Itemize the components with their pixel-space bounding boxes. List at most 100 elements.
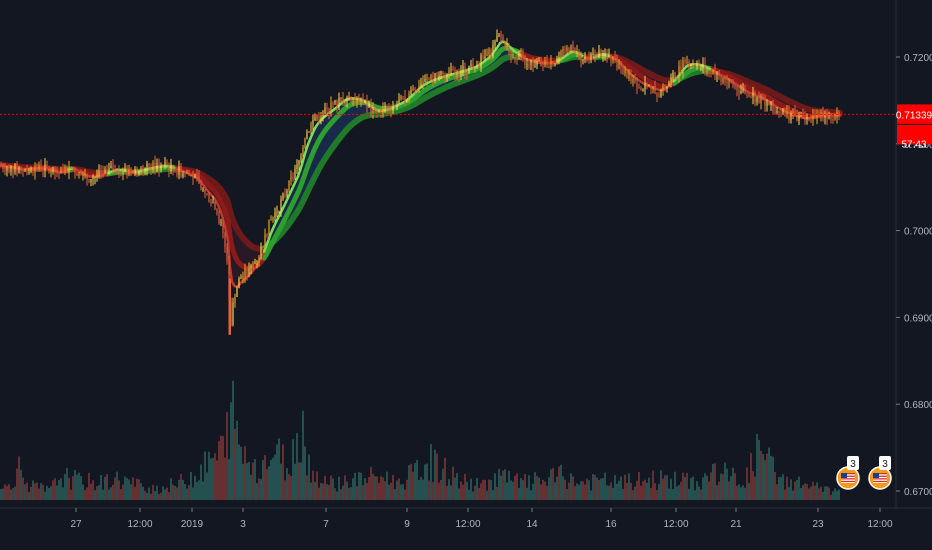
x-tick-label: 14 bbox=[526, 519, 538, 530]
candle-body bbox=[668, 82, 670, 87]
last-price-value: 0.71339 bbox=[896, 110, 932, 121]
volume-bar bbox=[612, 487, 614, 500]
candle-body bbox=[158, 163, 160, 171]
volume-bar bbox=[318, 487, 320, 500]
volume-bar bbox=[630, 482, 632, 500]
candle-body bbox=[396, 103, 398, 108]
volume-bar bbox=[370, 466, 372, 500]
candle-body bbox=[574, 48, 576, 53]
volume-bar bbox=[780, 477, 782, 500]
volume-bar bbox=[682, 472, 684, 500]
volume-bar bbox=[186, 488, 188, 500]
volume-bar bbox=[314, 482, 316, 500]
ma-fast-line bbox=[226, 239, 232, 270]
ma-fast-line bbox=[220, 213, 226, 224]
volume-bar bbox=[730, 476, 732, 500]
volume-bar bbox=[216, 460, 218, 500]
candle-body bbox=[182, 173, 184, 177]
volume-bar bbox=[642, 481, 644, 500]
candle-body bbox=[486, 54, 488, 57]
candle-body bbox=[146, 163, 148, 169]
volume-bar bbox=[666, 475, 668, 500]
volume-bar bbox=[164, 489, 166, 500]
volume-bar bbox=[836, 490, 838, 500]
volume-bar bbox=[20, 469, 22, 500]
volume-bar bbox=[750, 453, 752, 500]
volume-bar bbox=[356, 486, 358, 500]
candle-body bbox=[372, 106, 374, 113]
us-flag-event-icon[interactable]: 3 bbox=[868, 456, 892, 490]
candle-body bbox=[188, 173, 190, 176]
candle-body bbox=[648, 85, 650, 87]
candle-body bbox=[312, 120, 314, 124]
candle-body bbox=[14, 163, 16, 172]
volume-bar bbox=[330, 475, 332, 500]
candle-body bbox=[434, 72, 436, 81]
candle-body bbox=[544, 60, 546, 67]
candle-body bbox=[596, 57, 598, 59]
candle-body bbox=[128, 168, 130, 176]
volume-bar bbox=[718, 481, 720, 500]
candle-body bbox=[826, 115, 828, 119]
candle-body bbox=[276, 211, 278, 213]
candle-body bbox=[462, 66, 464, 71]
volume-bar bbox=[486, 490, 488, 500]
volume-bar bbox=[498, 468, 500, 500]
candle-body bbox=[618, 63, 620, 69]
candle-body bbox=[160, 164, 162, 171]
volume-bar bbox=[256, 483, 258, 500]
candle-body bbox=[358, 100, 360, 104]
candle-body bbox=[356, 100, 358, 102]
x-tick-label: 12:00 bbox=[867, 519, 892, 530]
candle-body bbox=[254, 261, 256, 264]
volume-bar bbox=[2, 488, 4, 500]
candle-body bbox=[82, 174, 84, 176]
volume-bar bbox=[166, 487, 168, 500]
volume-bar bbox=[144, 490, 146, 500]
candle-body bbox=[480, 55, 482, 67]
candle-body bbox=[232, 302, 234, 326]
volume-bar bbox=[412, 471, 414, 500]
volume-bar bbox=[374, 476, 376, 500]
volume-bar bbox=[400, 484, 402, 500]
volume-bar bbox=[646, 482, 648, 500]
volume-bar bbox=[546, 485, 548, 500]
volume-bar bbox=[338, 476, 340, 500]
candle-body bbox=[838, 111, 840, 117]
volume-bar bbox=[672, 489, 674, 500]
volume-bar bbox=[710, 472, 712, 500]
candle-body bbox=[404, 96, 406, 101]
volume-bar bbox=[754, 476, 756, 500]
candle-body bbox=[8, 167, 10, 172]
candle-body bbox=[218, 213, 220, 223]
volume-bar bbox=[354, 472, 356, 500]
candle-body bbox=[226, 247, 228, 262]
candle-body bbox=[216, 208, 218, 214]
candle-body bbox=[522, 54, 524, 57]
volume-bar bbox=[282, 444, 284, 500]
volume-bar bbox=[482, 479, 484, 500]
volume-bar bbox=[264, 455, 266, 500]
volume-bar bbox=[810, 486, 812, 500]
candle-body bbox=[588, 57, 590, 60]
candle-body bbox=[620, 63, 622, 68]
candle-body bbox=[568, 48, 570, 54]
time-axis[interactable]: 27 12:00 2019 3 7 9 12:00 14 16 12:00 21 23 12:00 bbox=[70, 508, 893, 530]
volume-bar bbox=[408, 465, 410, 500]
us-flag-event-icon[interactable]: 3 bbox=[836, 456, 860, 490]
candle-body bbox=[690, 65, 692, 68]
volume-bar bbox=[568, 482, 570, 500]
volume-bar bbox=[532, 483, 534, 500]
candle-body bbox=[288, 180, 290, 191]
volume-bar bbox=[168, 492, 170, 500]
candle-body bbox=[502, 36, 504, 41]
volume-bar bbox=[694, 490, 696, 500]
candle-body bbox=[722, 78, 724, 82]
candle-body bbox=[482, 55, 484, 59]
candle-body bbox=[654, 86, 656, 94]
volume-bar bbox=[298, 462, 300, 500]
